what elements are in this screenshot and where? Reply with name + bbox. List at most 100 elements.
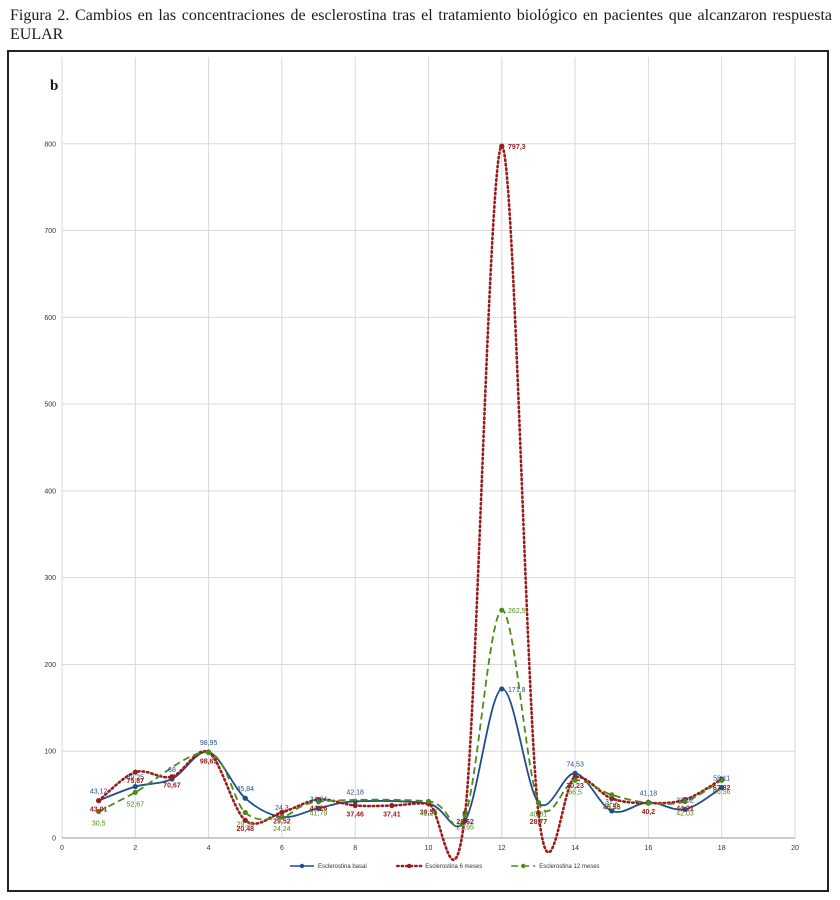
legend-marker xyxy=(521,863,526,869)
legend-entry: Esclerostina 6 meses xyxy=(425,864,482,870)
data-point xyxy=(609,792,615,798)
data-label: 20,48 xyxy=(236,826,254,833)
chart-frame xyxy=(7,50,829,892)
data-label: 44,26 xyxy=(310,806,328,813)
legend-entry: Esclerostina 12 meses xyxy=(539,864,599,870)
series-layer xyxy=(96,143,725,862)
data-point xyxy=(499,607,505,613)
data-label: 67,82 xyxy=(713,785,731,792)
data-point xyxy=(572,770,578,776)
data-label: 98,63 xyxy=(200,758,218,765)
y-tick-label: 700 xyxy=(44,228,56,235)
data-label: 42,26 xyxy=(420,810,438,817)
data-point xyxy=(719,784,725,791)
data-label: 45,84 xyxy=(236,786,254,793)
data-label: 37,41 xyxy=(383,812,401,819)
data-point xyxy=(682,798,688,805)
x-tick-label: 10 xyxy=(425,845,433,852)
data-point xyxy=(645,800,652,806)
data-point xyxy=(169,774,175,780)
data-point xyxy=(132,789,138,795)
data-point xyxy=(609,795,615,802)
data-label: 58,11 xyxy=(713,776,730,783)
data-label: 29,52 xyxy=(273,818,291,825)
data-point xyxy=(425,798,432,804)
legend-marker xyxy=(407,863,412,869)
data-label: 28,62 xyxy=(456,819,474,826)
data-label: 39,55 xyxy=(420,810,438,817)
data-point xyxy=(535,799,542,806)
data-point xyxy=(499,143,505,149)
x-tick-label: 8 xyxy=(353,845,357,852)
legend-entry: Esclerostina basal xyxy=(318,864,367,870)
y-tick-label: 200 xyxy=(44,662,56,669)
data-point xyxy=(96,808,102,815)
data-point xyxy=(572,777,578,783)
data-label: 24,24 xyxy=(273,826,291,833)
data-label: 75,87 xyxy=(127,778,145,785)
x-tick-label: 12 xyxy=(498,845,506,852)
data-point xyxy=(499,686,505,692)
data-label: 70,67 xyxy=(163,783,181,790)
data-label: 66,56 xyxy=(713,789,731,796)
data-label: 74,53 xyxy=(566,761,584,768)
data-label: 40,2 xyxy=(642,809,656,816)
data-label: 44,21 xyxy=(676,806,694,813)
data-label: 797,3 xyxy=(508,144,526,151)
y-tick-label: 300 xyxy=(44,575,56,582)
legend: Esclerostina basal Esclerostina 6 meses Es… xyxy=(290,863,600,870)
x-tick-label: 16 xyxy=(645,845,653,852)
data-label: 33,02 xyxy=(676,797,694,804)
data-point xyxy=(315,799,322,805)
series-line xyxy=(98,609,723,828)
legend-marker xyxy=(299,863,305,869)
data-label: 45,55 xyxy=(603,804,621,811)
data-point xyxy=(315,805,322,811)
data-label: 41,18 xyxy=(640,790,658,797)
data-point xyxy=(389,802,395,809)
data-point xyxy=(96,798,102,804)
data-point xyxy=(279,809,285,815)
data-point xyxy=(242,817,248,823)
data-label: 37,46 xyxy=(346,811,364,818)
x-tick-label: 20 xyxy=(791,845,799,852)
data-point xyxy=(242,795,248,801)
y-tick-label: 100 xyxy=(44,749,56,756)
panel-label: b xyxy=(50,78,59,94)
data-label: 42,18 xyxy=(346,789,364,796)
data-point xyxy=(719,777,725,783)
data-label: 28,77 xyxy=(530,819,548,826)
data-label: 34,24 xyxy=(310,796,328,803)
data-point xyxy=(609,808,615,814)
data-label: 42,03 xyxy=(676,811,694,818)
figure-caption: Figura 2. Cambios en las concentraciones… xyxy=(10,7,832,43)
x-tick-label: 2 xyxy=(133,845,137,852)
x-tick-label: 6 xyxy=(280,845,284,852)
data-label: 43,01 xyxy=(90,807,108,814)
data-label: 43,12 xyxy=(90,789,108,796)
data-point xyxy=(206,749,212,756)
data-point xyxy=(462,812,468,819)
y-tick-label: 600 xyxy=(44,315,56,322)
data-label: 40,81 xyxy=(530,812,548,819)
data-label: 49,73 xyxy=(603,804,621,811)
grid-lines xyxy=(61,57,796,839)
data-label: 30,5 xyxy=(92,821,106,828)
data-label: 41,79 xyxy=(310,811,328,818)
x-tick-label: 4 xyxy=(207,845,211,852)
data-point xyxy=(535,810,542,816)
y-tick-label: 0 xyxy=(52,836,56,843)
data-label: 262,5 xyxy=(508,608,526,615)
data-label: 24,3 xyxy=(275,805,289,812)
data-point xyxy=(352,802,358,809)
data-label: 59,25 xyxy=(127,775,145,782)
y-tick-label: 400 xyxy=(44,488,56,495)
data-label: 25,95 xyxy=(456,824,474,831)
data-label: 68 xyxy=(168,767,176,774)
data-point xyxy=(279,814,285,820)
data-label: 29,36 xyxy=(236,822,254,829)
y-tick-label: 800 xyxy=(44,141,56,148)
data-point xyxy=(132,769,138,775)
